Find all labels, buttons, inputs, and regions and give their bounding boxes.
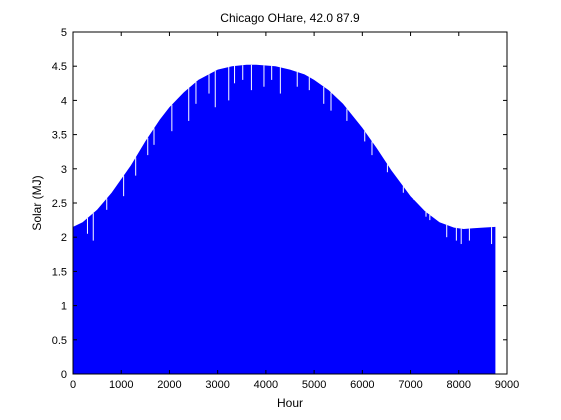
y-tick-label: 0: [61, 369, 67, 381]
plot-area: [73, 64, 496, 375]
y-tick-label: 2.5: [52, 198, 67, 210]
x-tick-label: 9000: [495, 379, 519, 391]
y-axis-label: Solar (MJ): [30, 175, 44, 230]
x-tick-label: 2000: [157, 379, 181, 391]
solar-area: [73, 64, 496, 375]
x-tick-label: 4000: [254, 379, 278, 391]
axis-ticks: 0 1000 2000 3000 4000 5000 6000 7000 8000 9000 0 0.…: [52, 27, 520, 391]
x-tick-label: 7000: [398, 379, 422, 391]
y-tick-label: 3.5: [52, 130, 67, 142]
y-tick-label: 1.5: [52, 266, 67, 278]
x-tick-label: 3000: [205, 379, 229, 391]
y-tick-label: 4: [61, 95, 67, 107]
chart-title: Chicago OHare, 42.0 87.9: [220, 11, 360, 25]
y-tick-label: 2: [61, 232, 67, 244]
y-tick-label: 3: [61, 164, 67, 176]
x-axis-label: Hour: [277, 396, 303, 410]
x-tick-label: 8000: [447, 379, 471, 391]
x-tick-label: 0: [70, 379, 76, 391]
x-tick-label: 5000: [302, 379, 326, 391]
x-tick-label: 6000: [350, 379, 374, 391]
y-tick-label: 4.5: [52, 61, 67, 73]
x-tick-label: 1000: [109, 379, 133, 391]
y-tick-label: 5: [61, 27, 67, 39]
y-tick-label: 1: [61, 301, 67, 313]
y-tick-label: 0.5: [52, 335, 67, 347]
